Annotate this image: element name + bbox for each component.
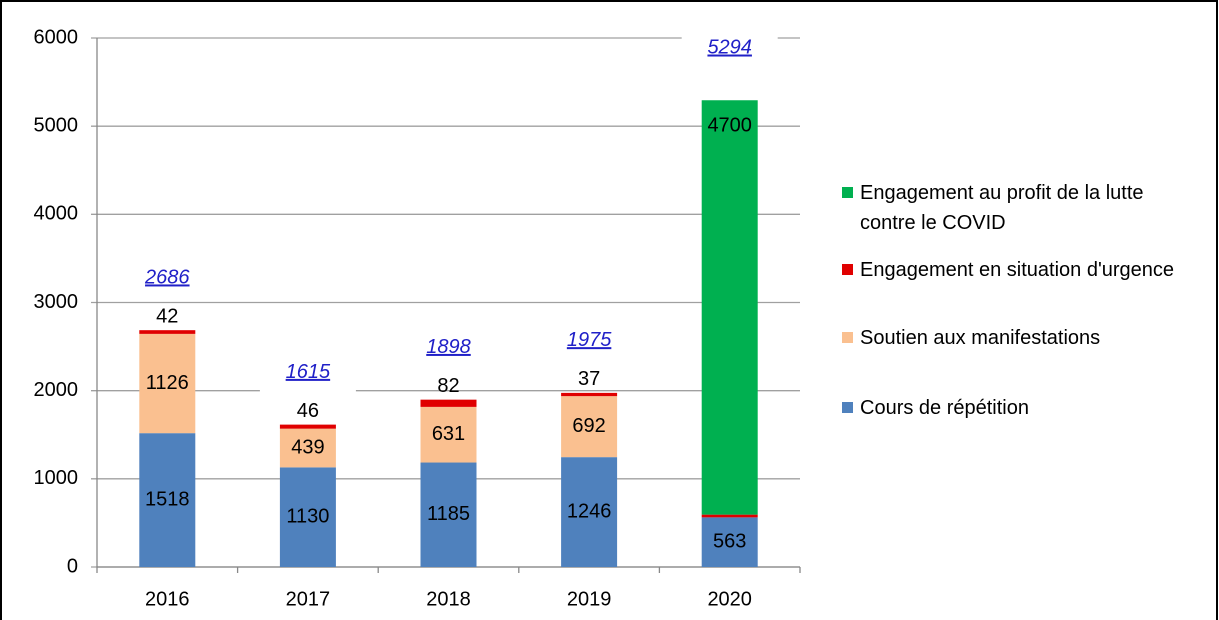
total-label: 2686 (144, 266, 190, 288)
y-tick-label: 3000 (34, 291, 79, 313)
data-label: 1130 (286, 505, 329, 527)
data-label: 439 (291, 436, 324, 458)
data-label: 46 (297, 400, 319, 422)
x-tick-label: 2017 (286, 588, 331, 610)
x-tick-label: 2018 (426, 588, 471, 610)
y-tick-label: 4000 (34, 203, 79, 225)
total-label: 1615 (286, 361, 331, 383)
total-label-bg (681, 34, 778, 69)
data-label: 631 (432, 423, 465, 445)
bar-segment (701, 517, 758, 567)
y-tick-label: 5000 (34, 114, 79, 136)
bar-segment (420, 406, 477, 463)
legend-item: Engagement au profit de la lutte contre … (842, 178, 1182, 238)
data-label: 42 (156, 305, 178, 327)
total-label: 1975 (567, 329, 612, 351)
bar-segment (561, 396, 618, 458)
total-label-bg (119, 264, 216, 299)
total-label-bg (400, 333, 497, 368)
legend-item: Soutien aux manifestations (842, 323, 1182, 353)
data-label: 1185 (427, 503, 470, 525)
data-label: 1246 (567, 500, 612, 522)
y-tick-label: 6000 (34, 26, 79, 48)
x-tick-label: 2020 (707, 588, 752, 610)
legend-label: Soutien aux manifestations (860, 327, 1101, 349)
total-label-bg (259, 358, 356, 393)
x-tick-label: 2016 (145, 588, 190, 610)
bar-segment (139, 333, 196, 434)
bar-segment (420, 399, 477, 407)
data-label: 1518 (145, 488, 190, 510)
bar-segment (701, 514, 758, 518)
data-label: 82 (437, 375, 459, 397)
bar-segment (420, 462, 477, 567)
bar-segment (139, 330, 196, 334)
bar-segment (561, 457, 618, 567)
legend-swatch (842, 187, 853, 198)
x-tick-label: 2019 (567, 588, 612, 610)
total-label: 1898 (426, 336, 471, 358)
bar-segment (279, 467, 336, 567)
legend-swatch (842, 402, 853, 413)
legend-swatch (842, 332, 853, 343)
legend-swatch (842, 264, 853, 275)
legend-item: Engagement en situation d'urgence (842, 255, 1182, 285)
y-tick-label: 2000 (34, 379, 79, 401)
total-label-bg (541, 326, 638, 361)
bar-segment (279, 424, 336, 429)
data-label: 563 (713, 530, 746, 552)
bar-segment (279, 428, 336, 468)
legend-label: Cours de répétition (860, 397, 1029, 419)
legend-label: Engagement en situation d'urgence (860, 259, 1175, 281)
y-tick-label: 1000 (34, 467, 79, 489)
data-label: 692 (572, 415, 605, 437)
bar-segment (561, 392, 618, 397)
data-label: 4700 (707, 115, 752, 137)
bar-segment (139, 433, 196, 567)
data-label: 1126 (146, 372, 189, 394)
total-label: 5294 (707, 37, 752, 59)
data-label: 37 (578, 368, 600, 390)
legend-label: Engagement au profit de la lutte contre … (860, 182, 1144, 234)
legend-item: Cours de répétition (842, 393, 1182, 423)
bar-segment (701, 100, 758, 515)
y-tick-label: 0 (67, 555, 78, 577)
